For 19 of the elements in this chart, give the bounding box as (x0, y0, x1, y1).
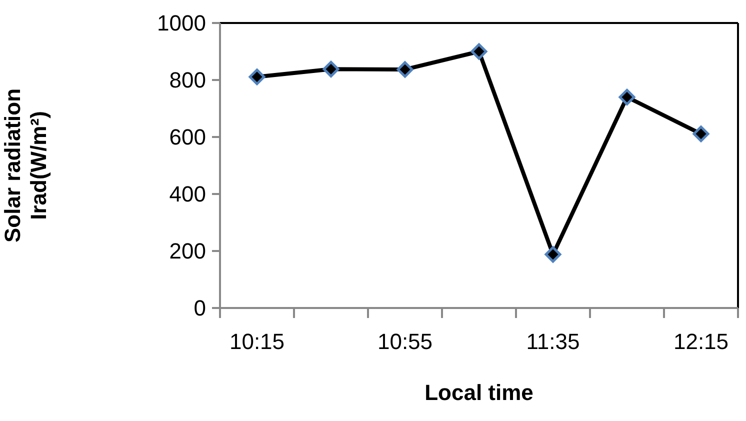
x-axis-title: Local time (424, 380, 534, 405)
y-tick-label: 0 (194, 296, 206, 321)
y-tick-label: 600 (169, 124, 206, 150)
y-tick-label: 800 (169, 68, 206, 93)
y-tick-label: 400 (169, 182, 206, 207)
y-tick-label: 1000 (157, 10, 206, 36)
point (470, 43, 488, 60)
point (692, 126, 710, 142)
x-tick-label: 10:55 (377, 329, 433, 354)
point (248, 68, 266, 86)
y-axis-title: Solar radiation Irad(W/m²) (0, 88, 52, 243)
point (396, 61, 414, 78)
x-tick-label: 10:15 (229, 329, 285, 354)
point (544, 246, 562, 263)
point (618, 88, 636, 106)
x-tick-label: 11:35 (526, 329, 580, 354)
point (322, 60, 340, 78)
x-tick-label: 12:15 (673, 329, 729, 354)
y-tick-label: 200 (169, 238, 206, 264)
